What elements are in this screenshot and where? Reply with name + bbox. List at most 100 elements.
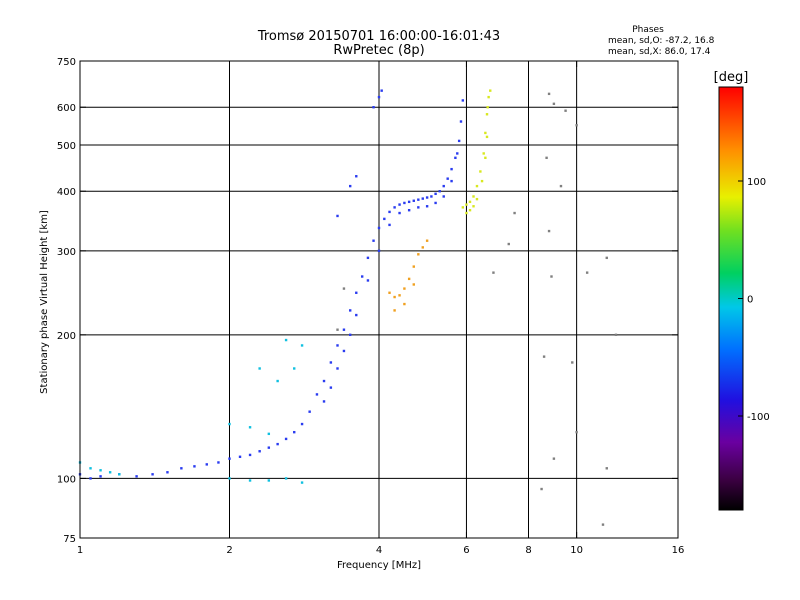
data-point (248, 479, 252, 482)
colorbar-label: [deg] (714, 70, 749, 85)
data-point (487, 95, 490, 99)
data-point (329, 361, 333, 364)
data-point (550, 275, 553, 278)
x-tick-label: 6 (463, 545, 469, 556)
data-point (507, 242, 510, 246)
data-point (348, 184, 352, 188)
data-point (575, 124, 578, 127)
y-tick-label: 750 (57, 57, 76, 68)
data-point (542, 355, 546, 358)
y-tick-label: 200 (57, 331, 76, 342)
data-point (89, 467, 92, 470)
data-point (393, 309, 396, 312)
chart-subtitle: RwPretec (8p) (333, 43, 424, 58)
colorbar-tick-label: 100 (747, 177, 766, 188)
data-point (248, 426, 252, 429)
data-point (489, 89, 492, 92)
data-point (450, 179, 453, 183)
data-point (284, 477, 288, 480)
data-point (571, 361, 574, 364)
data-point (480, 179, 484, 183)
data-point (99, 475, 102, 478)
y-tick-label: 100 (57, 474, 76, 485)
data-point (99, 469, 102, 472)
data-point (479, 170, 482, 173)
data-point (552, 457, 556, 460)
data-point (293, 367, 296, 370)
data-point (377, 95, 381, 99)
data-point (412, 265, 415, 268)
data-point (417, 198, 420, 201)
data-point (372, 106, 375, 109)
y-tick-label: 75 (63, 534, 76, 545)
data-point (398, 203, 401, 206)
data-point (475, 184, 479, 188)
data-point (348, 333, 352, 337)
data-point (238, 455, 242, 458)
data-point (456, 152, 459, 155)
data-point (407, 208, 411, 212)
data-point (393, 295, 396, 299)
data-point (284, 437, 288, 441)
data-point (366, 256, 370, 260)
x-tick-label: 4 (376, 545, 382, 556)
data-point (360, 275, 364, 278)
data-point (398, 294, 401, 297)
data-point (217, 461, 220, 464)
phases-line-o: mean, sd,O: -87.2, 16.8 (608, 36, 715, 46)
data-point (472, 205, 475, 208)
data-point (377, 249, 381, 253)
colorbar: -100 0 100 [deg] (714, 70, 770, 511)
data-point (248, 453, 252, 457)
data-point (484, 156, 487, 160)
data-point (421, 246, 424, 249)
data-point (485, 113, 489, 116)
data-point (564, 109, 567, 112)
data-point (461, 206, 465, 209)
data-point (267, 432, 271, 436)
data-point (372, 239, 375, 242)
data-point (388, 291, 391, 294)
data-point (205, 463, 208, 466)
phases-line-x: mean, sd,X: 86.0, 17.4 (608, 47, 711, 57)
data-point (228, 457, 231, 460)
data-point (446, 177, 449, 180)
x-tick-label: 1 (77, 545, 83, 556)
data-point (468, 200, 472, 204)
data-point (421, 197, 424, 200)
data-point (450, 167, 453, 171)
data-point (377, 226, 381, 230)
data-point (89, 477, 92, 480)
phases-heading: Phases (632, 25, 664, 35)
data-point (547, 92, 551, 96)
data-point (284, 338, 288, 342)
data-point (348, 309, 352, 312)
data-point (388, 223, 391, 227)
data-point (108, 471, 112, 474)
data-point (465, 211, 468, 215)
data-point (118, 473, 121, 476)
x-tick-label: 8 (525, 545, 531, 556)
data-point (228, 477, 231, 480)
data-point (614, 333, 618, 337)
data-point (457, 139, 461, 143)
x-tick-label: 2 (226, 545, 232, 556)
data-point (366, 279, 370, 282)
data-point (267, 446, 271, 449)
data-point (545, 156, 548, 160)
data-point (605, 467, 608, 470)
data-point (403, 287, 406, 290)
data-point (442, 195, 445, 198)
data-point (442, 184, 445, 188)
y-axis-label: Stationary phase Virtual Height [km] (39, 210, 50, 394)
data-point (393, 206, 396, 209)
data-point (601, 523, 605, 526)
data-point (135, 475, 138, 478)
data-point (180, 467, 183, 470)
data-point (342, 328, 346, 331)
data-point (300, 422, 304, 426)
y-tick-label: 400 (57, 187, 76, 198)
data-point (425, 196, 429, 199)
y-tick-label: 300 (57, 247, 76, 258)
chart-title: Tromsø 20150701 16:00:00-16:01:43 (257, 29, 500, 44)
